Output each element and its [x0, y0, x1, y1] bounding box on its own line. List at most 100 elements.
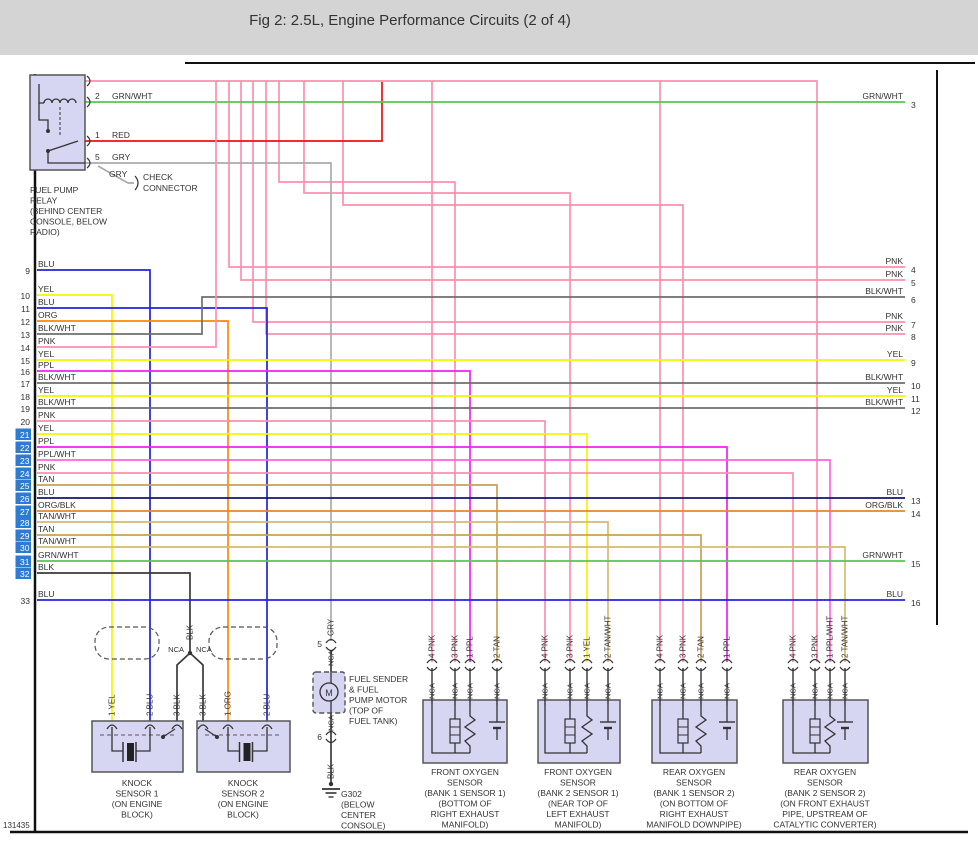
relay-coil-icon	[43, 98, 77, 104]
oxygen-sensor-1-pin-label: 4 PNK	[428, 634, 437, 658]
oxygen-sensor-2-label: FRONT OXYGEN	[544, 767, 612, 777]
left-pin-number-highlight	[15, 441, 31, 453]
left-pin-wire-label: PPL	[38, 436, 54, 446]
right-pin-wire-label: PNK	[886, 323, 904, 333]
connector-break-icon	[464, 658, 476, 664]
left-pin-number: 14	[21, 343, 31, 353]
fuel-pump-label: FUEL SENDER	[349, 674, 408, 684]
title-bar: Fig 2: 2.5L, Engine Performance Circuits…	[0, 0, 978, 55]
left-pin-wire-label: ORG/BLK	[38, 500, 76, 510]
nca-label: NCA	[196, 645, 212, 654]
check-connector-wire-label: GRY	[109, 169, 128, 179]
oxygen-sensor-2-pin-label: 4 PNK	[541, 634, 550, 658]
oxygen-sensor-4-label: SENSOR	[807, 778, 843, 788]
left-pin-wire-label: YEL	[38, 423, 54, 433]
relay-label: FUEL PUMP	[30, 185, 79, 195]
oxygen-sensor-3-label: SENSOR	[676, 778, 712, 788]
connector-break-icon	[809, 658, 821, 664]
wire-TAN/WHT	[37, 546, 846, 662]
left-pin-number: 31	[20, 557, 30, 567]
knock-sensor-1-box	[91, 720, 184, 773]
wire-BLK	[189, 652, 204, 721]
oxygen-sensor-4-internal	[792, 705, 830, 754]
wire-ORG	[37, 320, 229, 721]
fuel-wire-label-gry: GRY	[327, 618, 336, 636]
oxygen-sensor-1-label: FRONT OXYGEN	[431, 767, 499, 777]
oxygen-sensor-1-label: RIGHT EXHAUST	[431, 809, 500, 819]
connector-break-icon	[677, 658, 689, 664]
oxygen-sensor-3-resistor-icon	[694, 705, 708, 753]
pin-entry-arc-icon	[261, 724, 273, 730]
right-pin-wire-label: PNK	[886, 269, 904, 279]
right-pin-number: 11	[911, 394, 920, 404]
wire-PNK	[303, 81, 571, 662]
right-pin-number: 12	[911, 406, 921, 416]
relay-pin-arc-icon	[86, 135, 91, 147]
relay-pin-number: 5	[95, 152, 100, 162]
wire-PNK	[342, 81, 684, 662]
relay-pin-number: 1	[95, 130, 100, 140]
oxygen-sensor-2-pin-label: 3 PNK	[566, 634, 575, 658]
oxygen-sensor-2-label: (NEAR TOP OF	[548, 799, 608, 809]
relay-pin-wire-label: GRY	[112, 152, 131, 162]
oxygen-sensor-2-label: (BANK 2 SENSOR 1)	[537, 788, 618, 798]
oxygen-sensor-3-label: (BANK 1 SENSOR 2)	[653, 788, 734, 798]
left-pin-wire-label: BLK	[38, 562, 54, 572]
knock-sensor-1-internal	[136, 727, 151, 752]
wire-GRY	[97, 165, 134, 184]
knock-sensor-2-label: BLOCK)	[227, 810, 259, 820]
knock-sensor-1-label: KNOCK	[122, 778, 153, 788]
connector-break-icon	[581, 658, 593, 664]
wire-BLK	[176, 652, 191, 721]
left-pin-number: 23	[20, 456, 30, 466]
right-pin-wire-label: PNK	[886, 311, 904, 321]
left-pin-wire-label: PPL	[38, 360, 54, 370]
left-pin-wire-label: BLU	[38, 259, 55, 269]
ground-label: (BELOW	[341, 800, 375, 810]
knock2-inline-connector	[208, 626, 278, 660]
left-pin-wire-label: BLK/WHT	[38, 323, 76, 333]
oxygen-sensor-2-pin-label: 2 TAN/WHT	[604, 616, 613, 658]
connector-break-icon	[695, 658, 707, 664]
relay-pin-wire-label: RED	[112, 130, 130, 140]
right-pin-number: 4	[911, 265, 916, 275]
wire-PNK	[37, 472, 794, 662]
oxygen-sensor-2-label: SENSOR	[560, 778, 596, 788]
right-pin-wire-label: PNK	[886, 256, 904, 266]
fuel-pump-motor-box	[312, 671, 346, 714]
left-pin-number-highlight	[15, 541, 31, 553]
connector-break-icon	[602, 658, 614, 664]
relay-pin-arc-icon	[86, 96, 91, 108]
right-pin-number: 14	[911, 509, 921, 519]
left-pin-number-highlight	[15, 555, 31, 567]
left-pin-number-highlight	[15, 529, 31, 541]
wire-PNK	[240, 81, 905, 281]
pin-entry-arc-icon	[197, 724, 209, 730]
knock-sensor-1-internal	[162, 728, 176, 738]
oxygen-sensor-3-pin-label: 2 TAN	[697, 636, 706, 658]
oxygen-sensor-1-pin-label: 1 PPL	[466, 636, 475, 658]
right-pin-number: 15	[911, 559, 921, 569]
relay-label: CONSOLE, BELOW	[30, 217, 107, 227]
oxygen-sensor-3-label: MANIFOLD DOWNPIPE)	[646, 820, 742, 830]
relay-pin-arc-icon	[86, 75, 91, 87]
wire-TAN/WHT	[37, 521, 609, 662]
wire-PNK	[278, 81, 456, 662]
ground-label: CONSOLE)	[341, 821, 386, 831]
knock-sensor-2-label: SENSOR 2	[222, 789, 265, 799]
wire-BLK	[37, 572, 191, 653]
knock-sensor-2-pin-label: 1 ORG	[224, 691, 233, 716]
left-pin-number: 24	[20, 469, 30, 479]
right-pin-wire-label: YEL	[887, 385, 903, 395]
fuel-pump-label: (TOP OF	[349, 706, 383, 716]
motor-letter: M	[325, 688, 333, 698]
wire-PNK	[228, 81, 905, 268]
oxygen-sensor-3-label: REAR OXYGEN	[663, 767, 725, 777]
oxygen-sensor-3-label: (ON BOTTOM OF	[660, 799, 728, 809]
right-pin-number: 9	[911, 358, 916, 368]
pin-entry-arc-icon	[222, 724, 234, 730]
oxygen-sensor-2-pin-label: 1 YEL	[583, 636, 592, 658]
wire-PNK	[37, 81, 217, 348]
left-pin-number: 10	[21, 291, 31, 301]
